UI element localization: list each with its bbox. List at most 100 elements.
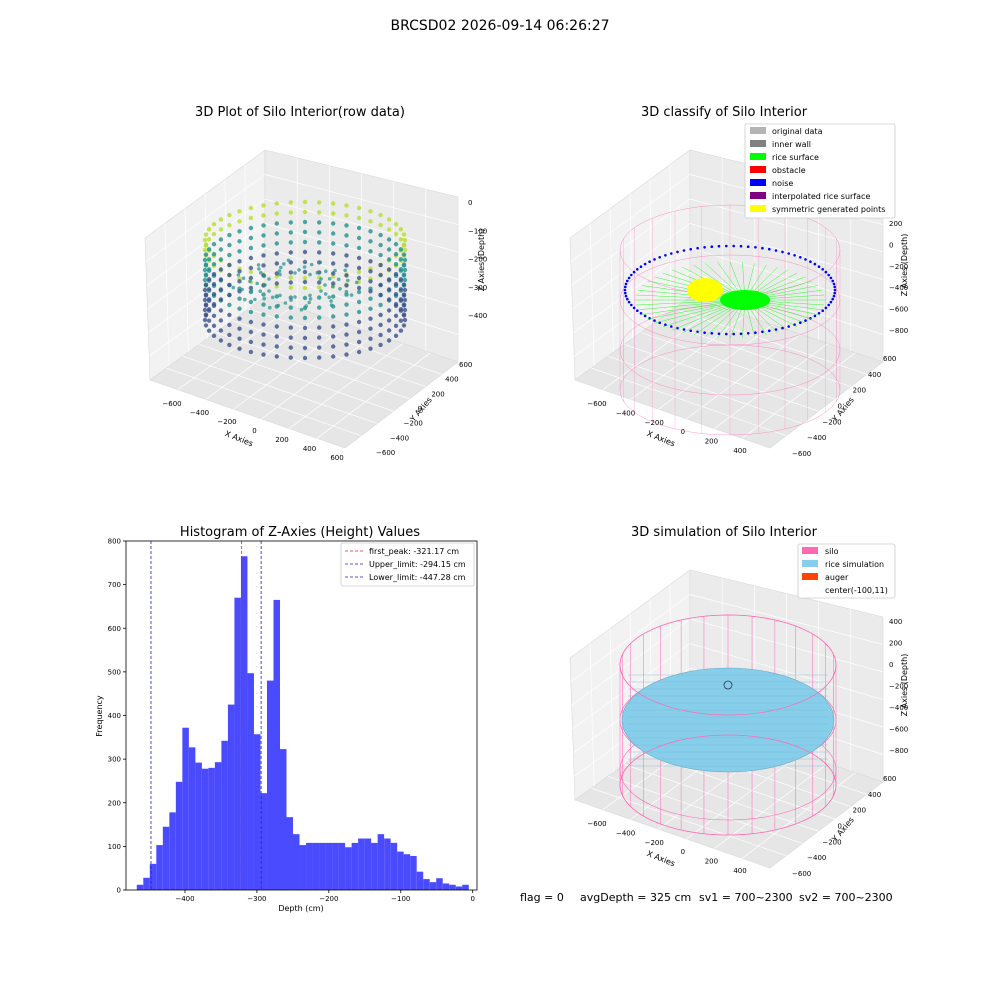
classify-z-axis-label: Z Axies (Depth) (900, 234, 909, 297)
raw-z-tick-label: −300 (468, 284, 487, 292)
raw-data-point (368, 219, 373, 224)
noise-point (827, 303, 830, 307)
raw-data-point (393, 262, 399, 267)
noise-point (689, 329, 692, 333)
classify-x-tick-label: 0 (681, 428, 685, 436)
raw-data-point (398, 297, 404, 302)
simulation-plot-title: 3D simulation of Silo Interior (631, 525, 818, 540)
raw-data-point (206, 227, 212, 232)
raw-data-point (206, 267, 212, 272)
raw-data-point (398, 227, 404, 232)
sim-z-tick-label: −200 (889, 683, 908, 691)
noise-point (833, 288, 837, 292)
raw-x-tick-label: −200 (217, 418, 236, 426)
raw-data-point (237, 239, 242, 244)
raw-data-point (356, 205, 362, 211)
pane-grid-line (602, 306, 718, 390)
histogram-reference-lines (150, 541, 262, 890)
classify-legend-swatch (750, 179, 766, 186)
simulation-legend-swatch (802, 560, 818, 567)
pane-grid-line (570, 594, 691, 682)
raw-data-point (278, 293, 282, 298)
pane-grid-line (657, 320, 851, 387)
raw-data-point (343, 268, 348, 273)
raw-data-point (402, 297, 408, 303)
raw-data-point (206, 328, 212, 333)
raw-data-point (302, 259, 308, 265)
histogram-bar (410, 855, 417, 890)
raw-data-point (248, 215, 254, 221)
simulation-legend-swatch (802, 573, 818, 580)
raw-data-point (288, 315, 293, 320)
raw-data-point (218, 267, 224, 272)
noise-point (831, 297, 834, 301)
histogram-y-tick-label: 500 (108, 668, 121, 676)
pane-grid-line (714, 343, 829, 429)
raw-data-point (211, 232, 217, 237)
raw-data-point (206, 297, 212, 302)
rice-surface-core (720, 290, 770, 310)
raw-data-point (262, 296, 267, 301)
pane-grid-line (166, 367, 362, 437)
raw-data-point (206, 287, 212, 292)
sim-z-tick-label: −400 (889, 704, 908, 712)
raw-data-point (237, 336, 242, 341)
histogram-bar (364, 838, 372, 890)
raw-y-tick-label: −200 (404, 420, 423, 428)
noise-point (739, 332, 743, 336)
noise-point (804, 258, 807, 261)
raw-data-point (288, 335, 293, 340)
raw-data-point (368, 269, 373, 274)
histogram-bar (279, 749, 287, 890)
pane-grid-line (686, 333, 801, 420)
raw-data-point (356, 235, 362, 241)
raw-data-point (317, 345, 322, 350)
raw-data-point (274, 241, 279, 246)
histogram-y-tick-label: 100 (108, 843, 121, 851)
noise-point (824, 270, 828, 274)
raw-plot-title: 3D Plot of Silo Interior(row data) (195, 105, 405, 120)
raw-data-point (331, 314, 336, 319)
noise-point (626, 297, 629, 301)
raw-data-point (288, 250, 293, 255)
noise-point (643, 262, 647, 266)
raw-data-point (331, 284, 335, 289)
noise-point (636, 268, 639, 271)
noise-point (813, 262, 817, 266)
classify-legend-swatch (750, 127, 766, 134)
raw-data-point (299, 307, 304, 312)
raw-data-point (346, 278, 350, 283)
noise-point (710, 332, 714, 335)
rice-simulation-surface (621, 667, 835, 773)
raw-data-point (206, 257, 212, 262)
raw-data-point (331, 334, 336, 339)
raw-data-point (368, 326, 373, 331)
raw-data-point (248, 349, 254, 355)
raw-data-point (274, 221, 279, 226)
sim-z-tick-label: 400 (889, 618, 902, 626)
raw-data-point (393, 282, 399, 287)
raw-data-point (324, 269, 328, 274)
classify-x-tick-label: 200 (705, 438, 718, 446)
raw-data-point (211, 323, 217, 328)
raw-data-point (378, 332, 383, 338)
pane-grid-line (199, 344, 394, 412)
raw-data-point (202, 257, 208, 263)
raw-data-point (202, 297, 208, 303)
raw-data-point (211, 272, 217, 277)
histogram-y-tick-label: 0 (117, 887, 121, 895)
raw-data-point (344, 332, 349, 337)
sim-z-tick-label: 0 (889, 661, 893, 669)
pane-grid-line (741, 352, 856, 439)
noise-point (821, 268, 824, 271)
histogram-bar (442, 883, 450, 890)
raw-data-point (203, 292, 209, 297)
raw-data-point (218, 297, 224, 302)
noise-point (725, 332, 728, 336)
raw-data-point (237, 306, 242, 311)
raw-data-point (218, 338, 224, 343)
histogram-bar (338, 842, 346, 890)
raw-data-point (248, 255, 254, 261)
histogram-y-tick-label: 400 (108, 712, 121, 720)
raw-data-point (274, 314, 279, 319)
